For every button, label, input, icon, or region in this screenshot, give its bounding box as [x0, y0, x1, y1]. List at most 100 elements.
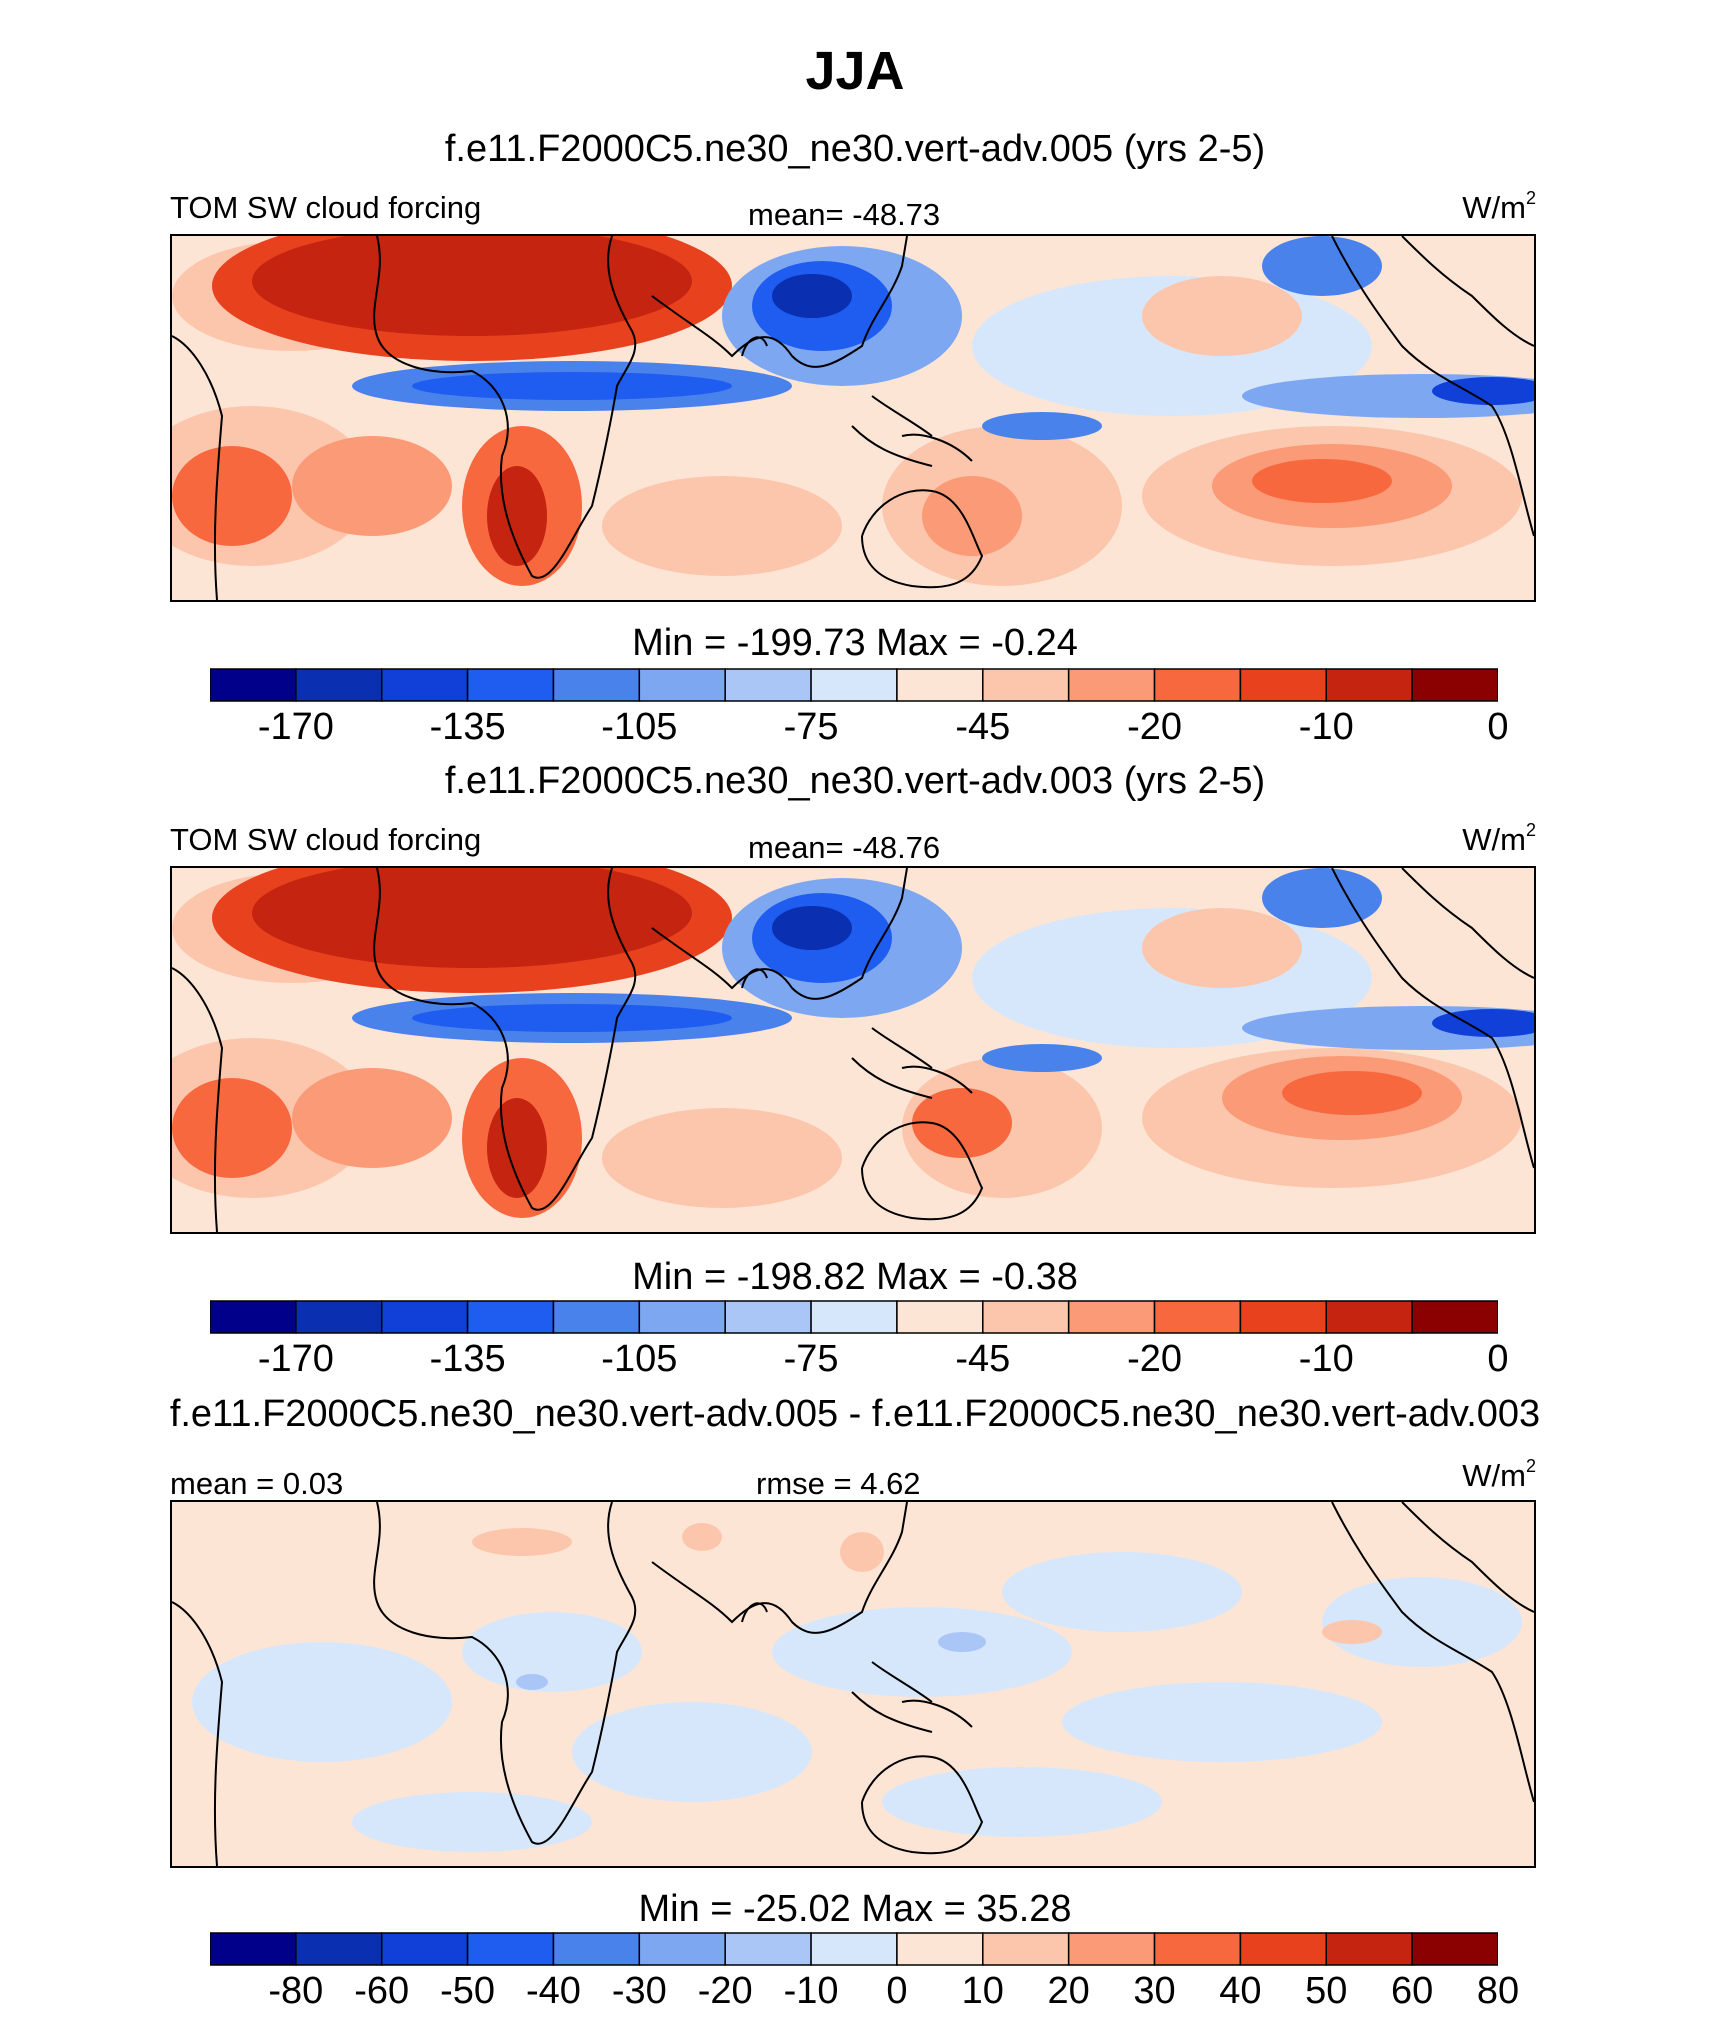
panel-3-colorbar [210, 1932, 1498, 1966]
units-superscript: 2 [1525, 820, 1536, 840]
colorbar-tick-label: 60 [1390, 1970, 1434, 2012]
panel-1-colorbar-ticks: -170 -135 -105 -75 -45 -20 -10 0 [210, 706, 1509, 750]
panel-2-mean-label: mean= -48.76 [748, 830, 941, 865]
colorbar-tick-label: -75 [783, 706, 839, 748]
colorbar-tick-label: 30 [1133, 1970, 1176, 2012]
colorbar-swatch [1325, 1300, 1413, 1334]
colorbar-swatch [1411, 1932, 1498, 1966]
colorbar-swatch [552, 1300, 641, 1334]
colorbar-tick-label: -45 [955, 706, 1011, 748]
panel-3-minmax: Min = -25.02 Max = 35.28 [638, 1888, 1072, 1930]
panel-1-units: W/m2 [1462, 188, 1536, 226]
colorbar-swatch [295, 668, 383, 702]
colorbar-tick-label: -10 [783, 1970, 839, 2012]
colorbar-swatch [1239, 1300, 1328, 1334]
panel-1-variable-label: TOM SW cloud forcing [170, 190, 482, 225]
colorbar-tick-label: 10 [961, 1970, 1004, 2012]
panel-3-colorbar-ticks: -80 -60 -50 -40 -30 -20 -10 0 10 20 30 40 50 60 80 [210, 1970, 1519, 2014]
colorbar-swatch [295, 1300, 383, 1334]
panel-2-coastlines [172, 868, 1534, 1232]
colorbar-swatch [210, 1300, 297, 1334]
colorbar-tick-label: -20 [1127, 706, 1182, 748]
colorbar-tick-label: -20 [697, 1970, 753, 2012]
colorbar-tick-label: -30 [611, 1970, 667, 2012]
colorbar-swatch [982, 1932, 1070, 1966]
panel-3-map-svg [172, 1502, 1534, 1866]
colorbar-tick-label: 40 [1219, 1970, 1262, 2012]
colorbar-swatch [380, 1932, 469, 1966]
colorbar-swatch [896, 668, 984, 702]
panel-2-colorbar [210, 1300, 1498, 1334]
colorbar-swatch [210, 668, 297, 702]
colorbar-swatch [1067, 668, 1156, 702]
colorbar-swatch [724, 1300, 812, 1334]
colorbar-swatch [638, 1300, 726, 1334]
colorbar-swatch [1239, 668, 1328, 702]
colorbar-tick-label: -170 [257, 706, 334, 748]
panel-3-units: W/m2 [1462, 1456, 1536, 1494]
units-superscript: 2 [1525, 1456, 1536, 1476]
colorbar-tick-label: 50 [1305, 1970, 1348, 2012]
panel-1-map [170, 234, 1536, 602]
units-text: W/m [1462, 190, 1526, 225]
colorbar-tick-label: -105 [601, 706, 678, 748]
panel-2-variable-label: TOM SW cloud forcing [170, 822, 482, 857]
colorbar-tick-label: 0 [1487, 1338, 1509, 1380]
panel-2-minmax: Min = -198.82 Max = -0.38 [632, 1256, 1078, 1298]
colorbar-tick-label: 0 [886, 1970, 908, 2012]
colorbar-swatch [982, 1300, 1070, 1334]
units-superscript: 2 [1525, 188, 1536, 208]
colorbar-swatch [896, 1300, 984, 1334]
colorbar-tick-label: 20 [1047, 1970, 1090, 2012]
panel-2-units: W/m2 [1462, 820, 1536, 858]
colorbar-tick-label: -60 [354, 1970, 410, 2012]
colorbar-tick-label: -75 [783, 1338, 839, 1380]
colorbar-swatch [638, 668, 726, 702]
panel-1-field [172, 236, 1534, 600]
figure-title: JJA [805, 41, 905, 101]
colorbar-swatch [1153, 1932, 1242, 1966]
colorbar-swatch [295, 1932, 383, 1966]
panel-1-minmax: Min = -199.73 Max = -0.24 [632, 622, 1078, 664]
colorbar-swatch [552, 1932, 641, 1966]
colorbar-swatch [982, 668, 1070, 702]
colorbar-tick-label: -45 [955, 1338, 1011, 1380]
panel-2-colorbar-ticks: -170 -135 -105 -75 -45 -20 -10 0 [210, 1338, 1509, 1382]
colorbar-tick-label: -10 [1298, 706, 1354, 748]
colorbar-swatch [210, 1932, 297, 1966]
colorbar-swatch [810, 668, 898, 702]
colorbar-tick-label: -10 [1298, 1338, 1354, 1380]
panel-2-field [172, 868, 1534, 1232]
panel-3-coastlines [172, 1502, 1534, 1866]
colorbar-tick-label: -105 [601, 1338, 678, 1380]
colorbar-swatch [810, 1932, 898, 1966]
panel-1-title: f.e11.F2000C5.ne30_ne30.vert-adv.005 (yr… [444, 128, 1266, 170]
colorbar-tick-label: -170 [257, 1338, 334, 1380]
colorbar-swatch [1067, 1932, 1156, 1966]
colorbar-swatch [1239, 1932, 1328, 1966]
colorbar-tick-label: -135 [429, 706, 506, 748]
colorbar-swatch [1325, 668, 1413, 702]
panel-3-title: f.e11.F2000C5.ne30_ne30.vert-adv.005 - f… [169, 1393, 1541, 1435]
colorbar-swatch [1153, 668, 1242, 702]
panel-3-mean-label: mean = 0.03 [170, 1466, 344, 1501]
panel-1-coastlines [172, 236, 1534, 600]
colorbar-tick-label: 80 [1476, 1970, 1520, 2012]
panel-2-title: f.e11.F2000C5.ne30_ne30.vert-adv.003 (yr… [444, 760, 1266, 802]
colorbar-swatch [466, 1932, 555, 1966]
colorbar-swatch [638, 1932, 726, 1966]
colorbar-swatch [380, 1300, 469, 1334]
colorbar-swatch [466, 668, 555, 702]
panel-1-mean-label: mean= -48.73 [748, 197, 941, 232]
panel-3-field [172, 1502, 1534, 1866]
colorbar-tick-label: 0 [1487, 706, 1509, 748]
panel-3-map [170, 1500, 1536, 1868]
colorbar-swatch [724, 668, 812, 702]
colorbar-swatch [810, 1300, 898, 1334]
colorbar-tick-label: -80 [268, 1970, 324, 2012]
colorbar-tick-label: -135 [429, 1338, 506, 1380]
units-text: W/m [1462, 1458, 1526, 1493]
units-text: W/m [1462, 822, 1526, 857]
colorbar-swatch [896, 1932, 984, 1966]
panel-2-map [170, 866, 1536, 1234]
